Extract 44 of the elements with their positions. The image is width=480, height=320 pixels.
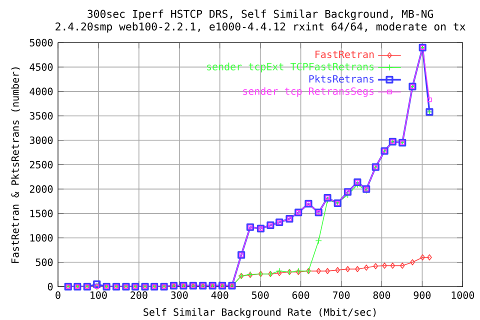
chart-subtitle: 2.4.20smp web100-2.2.1, e1000-4.4.12 rxint 64/64, moderate on tx — [56, 22, 466, 33]
point — [364, 264, 369, 271]
x-tick-label: 400 — [211, 291, 228, 299]
y-tick-label: 500 — [36, 258, 53, 266]
point — [382, 262, 387, 269]
point — [355, 266, 360, 272]
point — [93, 280, 101, 288]
point — [390, 262, 396, 269]
point — [325, 268, 330, 274]
x-tick-label: 300 — [171, 291, 188, 299]
x-tick-label: 500 — [252, 291, 269, 299]
y-tick-label: 2000 — [30, 185, 53, 193]
point — [400, 262, 405, 269]
y-tick-label: 4500 — [30, 63, 53, 71]
y-tick-label: 3000 — [30, 136, 53, 144]
y-tick-label: 1000 — [30, 234, 53, 242]
y-axis-title: FastRetran & PktsRetrans (number) — [11, 67, 20, 263]
legend-label: sender tcp RetransSegs — [243, 87, 374, 97]
point — [316, 268, 322, 274]
x-tick-label: 600 — [292, 291, 310, 299]
point — [410, 259, 415, 266]
point — [345, 266, 350, 272]
x-axis-title: Self Similar Background Rate (Mbit/sec) — [144, 308, 376, 318]
y-tick-label: 5000 — [30, 38, 53, 46]
legend-label: FastRetran — [316, 50, 374, 58]
point — [335, 266, 340, 274]
y-tick-label: 4000 — [30, 88, 53, 96]
y-tick-label: 1500 — [30, 210, 53, 218]
point — [315, 237, 322, 244]
point — [373, 263, 378, 270]
y-tick-label: 3500 — [30, 112, 53, 120]
legend-label: PktsRetrans — [309, 74, 374, 83]
x-tick-label: 100 — [90, 291, 107, 299]
y-tick-label: 0 — [48, 282, 53, 290]
x-tick-label: 900 — [414, 291, 431, 299]
point — [420, 254, 425, 260]
x-tick-label: 700 — [332, 291, 350, 299]
y-tick-label: 2500 — [30, 160, 53, 168]
x-tick-label: 0 — [56, 291, 60, 299]
chart-title: 300sec Iperf HSTCP DRS, Self Similar Background, MB-NG — [88, 10, 434, 20]
legend-label: sender tcpExt TCPFastRetrans — [207, 62, 374, 72]
x-tick-label: 800 — [373, 291, 390, 299]
x-tick-label: 200 — [130, 291, 148, 299]
x-tick-label: 1000 — [452, 291, 474, 299]
